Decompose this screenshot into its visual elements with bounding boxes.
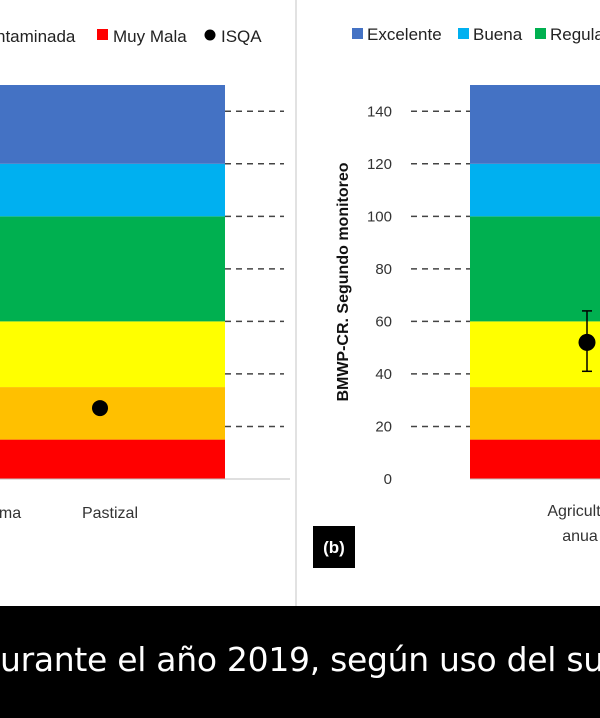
band-rect-2	[0, 321, 225, 388]
y-tick-label-5: 100	[367, 208, 392, 225]
band-rect-4	[470, 163, 600, 217]
panel-b-chart: 0 20 40 60 80 100 120 140 BMWP-CR. Segundo monit…	[313, 25, 600, 568]
band-rect-1	[470, 387, 600, 440]
legend-square-icon	[97, 29, 108, 40]
legend-entry-label: Excelente	[367, 25, 442, 44]
category-label-1: Pastizal	[82, 505, 138, 522]
data-point-1	[92, 400, 108, 417]
charts-area: ma Pastizal ntaminada Muy Mala ISQA 0 20 40 60 8…	[0, 0, 600, 606]
y-tick-label-6: 120	[367, 156, 392, 173]
y-tick-label-4: 80	[375, 261, 392, 278]
legend-square-icon	[458, 28, 469, 39]
legend-entry-label: Buena	[473, 25, 523, 44]
category-label-line-2: anua	[562, 528, 598, 545]
panel-a-chart: ma Pastizal ntaminada Muy Mala ISQA	[0, 27, 290, 522]
legend-entry-label: Regula	[550, 25, 600, 44]
panel-label: (b)	[323, 538, 345, 557]
y-tick-label-0: 0	[384, 471, 392, 488]
band-rect-0	[0, 439, 225, 479]
legend-entry-label: ntaminada	[0, 27, 76, 46]
band-rect-1	[0, 387, 225, 440]
caption-text: urante el año 2019, según uso del su	[0, 640, 600, 679]
legend-square-icon	[352, 28, 363, 39]
band-rect-2	[470, 321, 600, 388]
y-tick-label-3: 60	[375, 313, 392, 330]
y-tick-label-7: 140	[367, 103, 392, 120]
category-label-0: ma	[0, 505, 21, 522]
band-rect-4	[0, 163, 225, 217]
band-rect-5	[470, 85, 600, 164]
band-rect-3	[0, 216, 225, 322]
category-label-line-1: Agricult	[547, 503, 600, 520]
legend-entry-label: Muy Mala	[113, 27, 187, 46]
legend-entry-label: ISQA	[221, 27, 262, 46]
caption-bar: urante el año 2019, según uso del su	[0, 606, 600, 718]
data-point-0	[578, 333, 596, 351]
legend-circle-icon	[204, 29, 216, 41]
legend-square-icon	[535, 28, 546, 39]
y-tick-label-1: 20	[375, 418, 392, 435]
legend-a: ntaminada Muy Mala ISQA	[0, 27, 262, 46]
panel-label-box	[313, 526, 355, 568]
y-tick-label-2: 40	[375, 366, 392, 383]
y-axis-title: BMWP-CR. Segundo monitoreo	[335, 162, 352, 401]
band-rect-3	[470, 216, 600, 322]
band-rect-0	[470, 439, 600, 479]
band-rect-5	[0, 85, 225, 164]
legend-b: Excelente Buena Regula	[352, 25, 600, 44]
